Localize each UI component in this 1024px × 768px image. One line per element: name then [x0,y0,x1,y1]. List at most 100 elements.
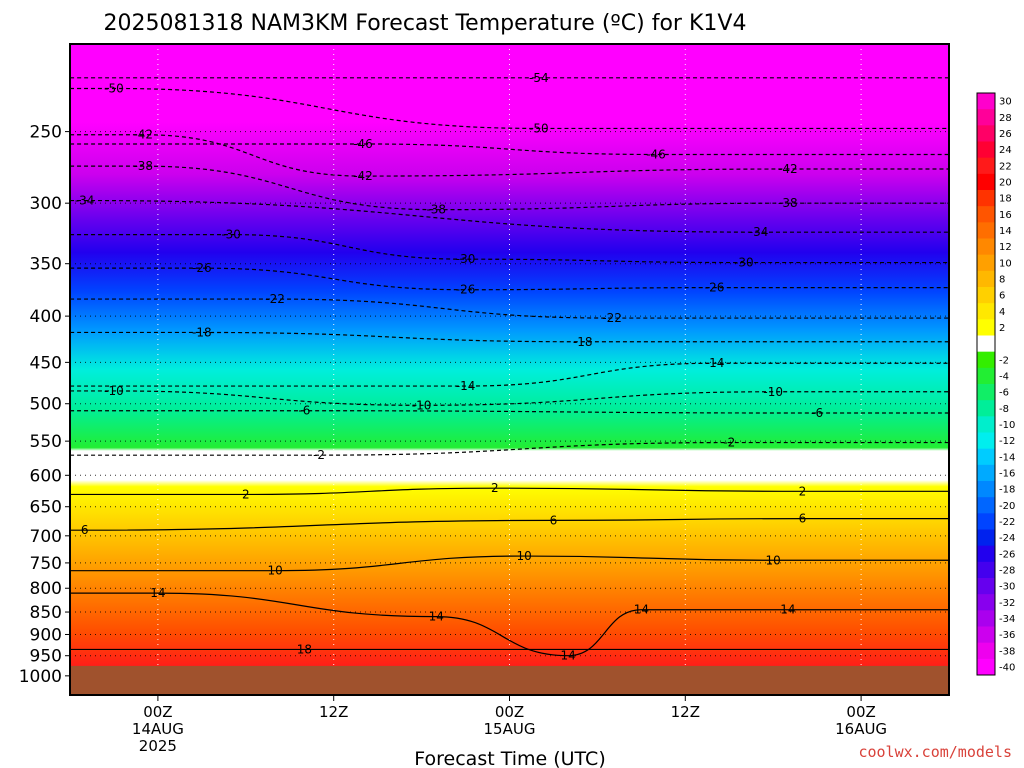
isotherm-label: 14 [429,610,444,624]
chart-title: 2025081318 NAM3KM Forecast Temperature (… [104,11,747,36]
isotherm-label: -38 [426,203,446,217]
colorbar-label: -28 [999,565,1015,576]
colorbar-label: 26 [999,129,1012,140]
isotherm-line [70,199,949,233]
isotherm-label: -22 [265,292,285,306]
colorbar-label: 20 [999,177,1012,188]
x-tick-label: 16AUG [835,720,887,738]
colorbar-swatch [977,367,995,385]
colorbar-label: -18 [999,485,1015,496]
colorbar-label: -16 [999,468,1015,479]
x-tick-label: 12Z [671,703,700,721]
plot-area: -54 -50 -50 -46 -46 -42 -42 -42 -38 -38 -38 -34 -34 -… [70,44,949,695]
isotherm-lines [70,77,949,657]
colorbar-swatch [977,93,995,110]
colorbar-swatch [977,303,995,320]
isotherm-label: -10 [104,384,124,398]
colorbar-swatch [977,400,995,417]
isotherm-line [70,267,949,291]
colorbar-swatch [977,561,995,579]
colorbar-label: 30 [999,97,1012,108]
colorbar-label: -6 [999,388,1009,399]
y-tick-label: 600 [30,466,62,486]
isotherm-label: -50 [529,121,549,135]
isotherm-label: -18 [192,325,212,339]
colorbar-swatch [977,270,995,288]
y-tick-label: 550 [30,432,62,452]
colorbar-swatch [977,125,995,142]
y-tick-label: 700 [30,527,62,547]
y-tick-label: 1000 [19,667,62,687]
isotherm-line [70,410,949,414]
isotherm-label: -10 [412,398,432,412]
colorbar-frame [976,92,996,676]
isotherm-label: 2 [242,487,250,501]
y-tick-label: 800 [30,579,62,599]
isotherm-label: -26 [456,283,476,297]
colorbar-swatch [977,190,995,207]
colorbar-swatch [977,157,995,175]
colorbar-label: -26 [999,549,1015,560]
y-tick-label: 500 [30,395,62,415]
colorbar-swatch [977,464,995,482]
colorbar-swatch [977,448,995,466]
colorbar-swatch [977,545,995,563]
colorbar-swatch [977,351,995,369]
isotherm-label: 14 [780,603,795,617]
isotherm-label: -34 [75,194,95,208]
colorbar-swatch [977,319,995,336]
isotherm-label: -30 [456,252,476,266]
colorbar-label: -34 [999,614,1015,625]
colorbar-label: -4 [999,371,1009,382]
colorbar-swatch [977,141,995,159]
colorbar-swatch [977,626,995,644]
colorbar-label: 12 [999,242,1012,253]
isotherm-label: -30 [734,256,754,270]
isotherm-label: 2 [491,481,499,495]
isotherm-label: 6 [799,512,807,526]
isotherm-label: -38 [778,196,798,210]
isotherm-line [70,362,949,387]
isotherm-label: 18 [297,642,312,656]
isotherm-label: -54 [529,71,549,85]
y-tick-label: 750 [30,554,62,574]
isotherm-label: -30 [221,228,241,242]
colorbar-label: -22 [999,517,1015,528]
grid-lines [70,44,949,695]
isotherm-label: -14 [456,379,476,393]
colorbar-label: -10 [999,420,1015,431]
colorbar-label: -14 [999,452,1015,463]
colorbar-swatch [977,206,995,223]
isotherm-line [70,487,949,496]
colorbar-swatch [977,432,995,450]
colorbar-label: 8 [999,274,1005,285]
isotherm-line [70,331,949,343]
colorbar-swatch [977,222,995,239]
colorbar-label: -36 [999,630,1015,641]
isotherm-label: -46 [353,137,373,151]
colorbar-swatch [977,610,995,627]
colorbar-label: -38 [999,646,1015,657]
colorbar-label: -32 [999,598,1015,609]
isotherm-label: -22 [602,311,622,325]
isotherm-label: -6 [298,404,310,418]
isotherm-label: 14 [150,586,165,600]
colorbar-swatch [977,238,995,256]
colorbar-swatch [977,287,995,304]
y-tick-label: 300 [30,194,62,214]
y-axis-ticks: 2503003504004505005506006507007508008509… [19,123,70,687]
colorbar-label: 22 [999,161,1012,172]
isotherm-line [70,390,949,406]
y-tick-label: 900 [30,625,62,645]
colorbar-swatch [977,173,995,191]
isotherm-label: -42 [133,128,153,142]
colorbar-label: 10 [999,258,1012,269]
isotherm-line [70,134,949,177]
y-tick-label: 400 [30,307,62,327]
isotherm-line [70,441,949,456]
isotherm-line [70,518,949,531]
isotherm-label: -46 [646,147,666,161]
isotherm-line [70,298,949,319]
isotherm-label: -34 [749,225,769,239]
isotherm-label: 10 [267,564,282,578]
